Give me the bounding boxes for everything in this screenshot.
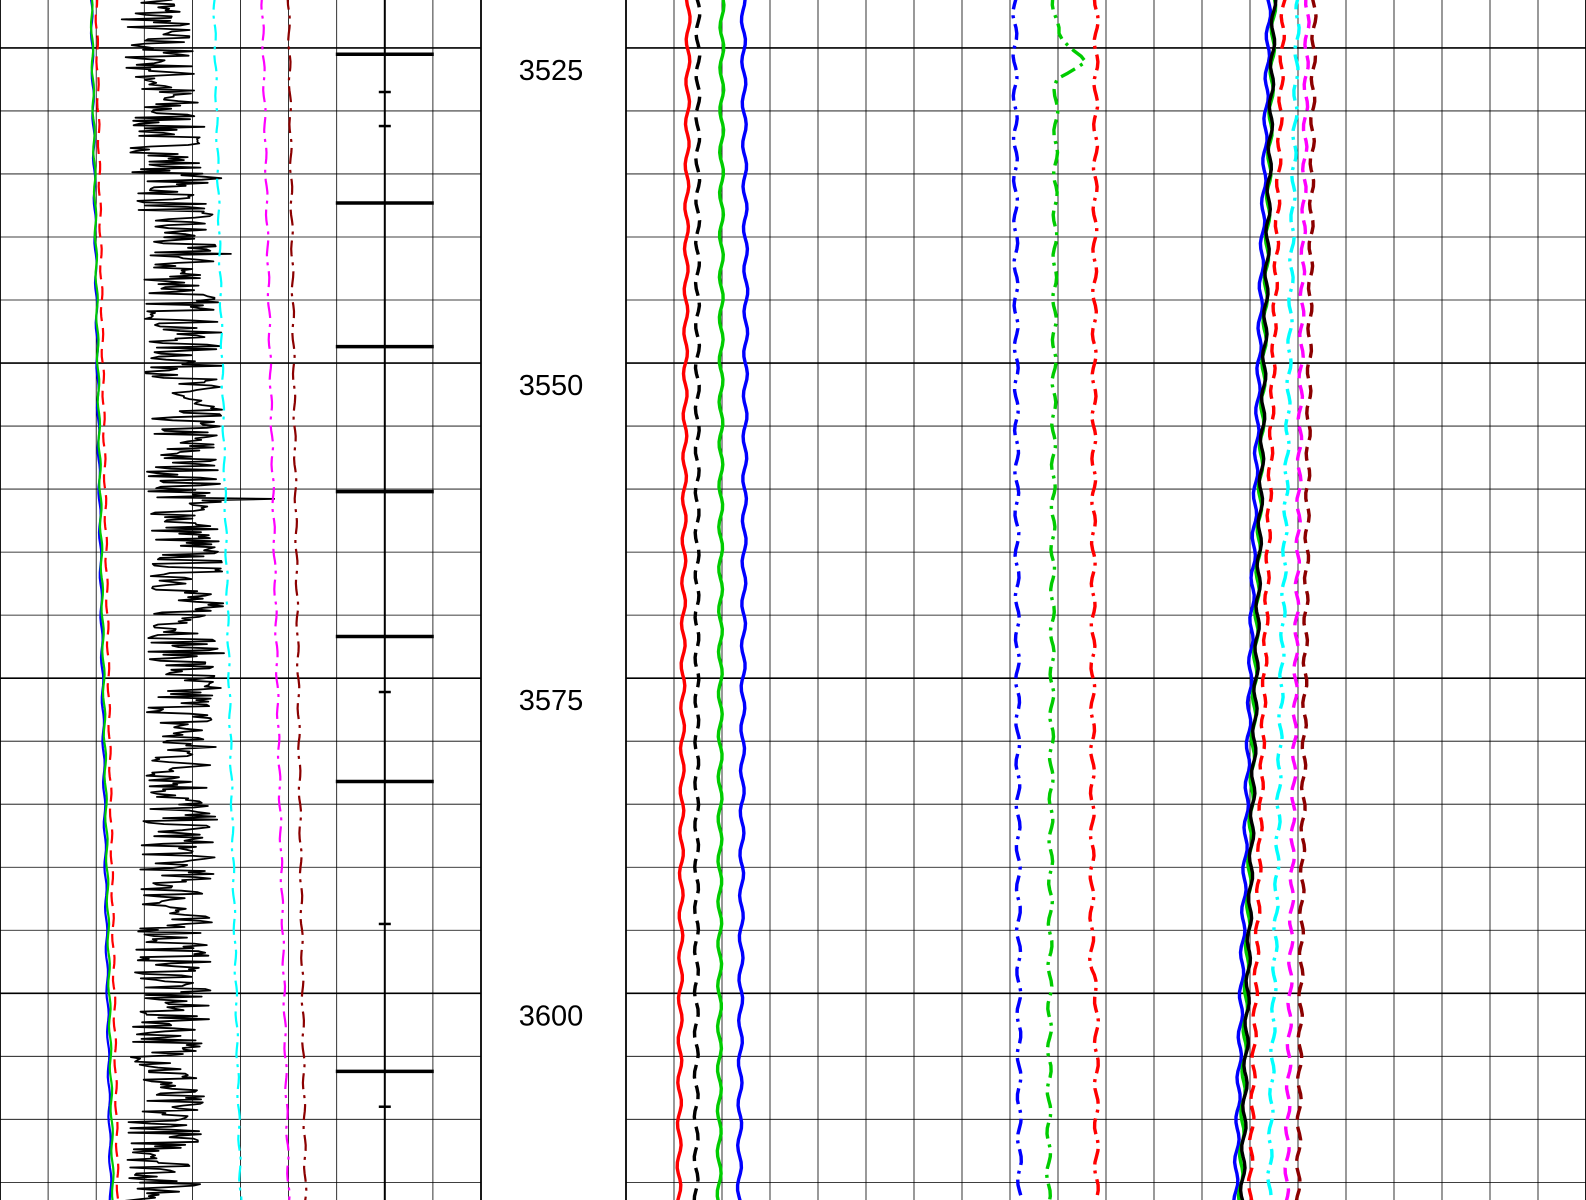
- depth-label-3575: 3575: [519, 685, 584, 717]
- series-curve-12: [1266, 0, 1301, 1200]
- series-curve-11: [1246, 0, 1287, 1200]
- series-curve-2: [692, 0, 702, 1200]
- depth-axis-labels: 3525 3550 3575 3600: [519, 55, 584, 1032]
- track-1-grid: [0, 0, 482, 1200]
- series-curve-1: [120, 0, 276, 1200]
- depth-label-3525: 3525: [519, 55, 584, 87]
- series-curve-4: [735, 0, 750, 1200]
- track-2-grid: [625, 0, 1586, 1200]
- track-1-markers: [335, 0, 434, 1200]
- depth-label-3600: 3600: [519, 1000, 584, 1032]
- series-curve-3: [89, 0, 115, 1200]
- series-curve-8: [1232, 0, 1273, 1200]
- series-curve-10: [1238, 0, 1278, 1200]
- series-curve-7: [286, 0, 308, 1200]
- series-curve-1: [675, 0, 692, 1200]
- series-curve-5: [212, 0, 243, 1200]
- series-curve-6: [260, 0, 291, 1200]
- series-curve-2: [89, 0, 113, 1200]
- series-curve-13: [1283, 0, 1311, 1200]
- series-curve-3: [715, 0, 726, 1200]
- series-curve-14: [1294, 0, 1318, 1200]
- series-curve-7: [1087, 0, 1101, 1200]
- depth-label-3550: 3550: [519, 370, 584, 402]
- series-curve-6: [1044, 0, 1088, 1200]
- series-curve-4: [94, 0, 120, 1200]
- track-1-curves: [89, 0, 308, 1200]
- track-2-curves: [675, 0, 1318, 1200]
- series-curve-5: [1011, 0, 1024, 1200]
